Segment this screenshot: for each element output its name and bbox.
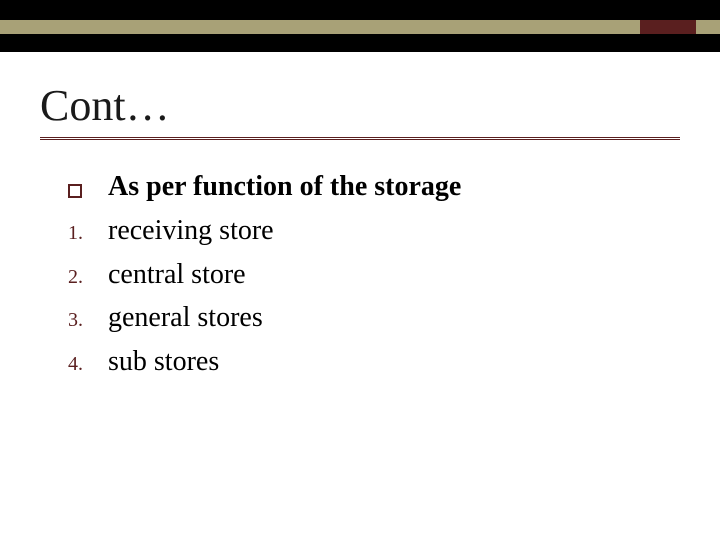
list-label: general stores: [108, 299, 263, 337]
band-accent-block: [640, 20, 696, 34]
title-block: Cont…: [40, 80, 680, 140]
body-list: As per function of the storage 1. receiv…: [40, 168, 680, 381]
bullet-square-icon: [68, 184, 108, 198]
heading-text: As per function of the storage: [108, 168, 461, 206]
decorative-band: [0, 0, 720, 52]
slide-content: Cont… As per function of the storage 1. …: [0, 52, 720, 381]
list-number: 1.: [68, 222, 108, 245]
band-stripe-olive: [0, 20, 720, 34]
list-item: 1. receiving store: [68, 212, 680, 250]
heading-row: As per function of the storage: [68, 168, 680, 206]
list-number: 2.: [68, 266, 108, 289]
list-number: 3.: [68, 309, 108, 332]
list-label: receiving store: [108, 212, 274, 250]
list-label: central store: [108, 256, 246, 294]
list-item: 2. central store: [68, 256, 680, 294]
list-number: 4.: [68, 353, 108, 376]
band-stripe-top: [0, 0, 720, 20]
list-item: 3. general stores: [68, 299, 680, 337]
slide-title: Cont…: [40, 80, 680, 131]
list-item: 4. sub stores: [68, 343, 680, 381]
list-label: sub stores: [108, 343, 219, 381]
band-stripe-bottom: [0, 34, 720, 52]
